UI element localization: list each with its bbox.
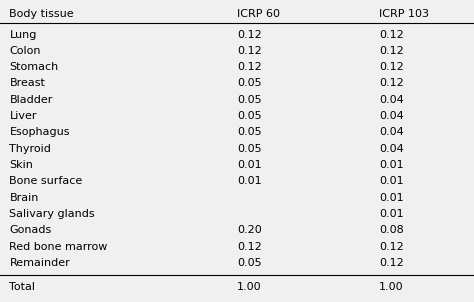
Text: 0.12: 0.12 (237, 242, 262, 252)
Text: Body tissue: Body tissue (9, 9, 74, 19)
Text: 0.12: 0.12 (237, 30, 262, 40)
Text: 0.12: 0.12 (379, 30, 404, 40)
Text: 0.12: 0.12 (379, 242, 404, 252)
Text: 0.05: 0.05 (237, 258, 262, 268)
Text: Remainder: Remainder (9, 258, 70, 268)
Text: Salivary glands: Salivary glands (9, 209, 95, 219)
Text: Lung: Lung (9, 30, 37, 40)
Text: 0.05: 0.05 (237, 127, 262, 137)
Text: 0.01: 0.01 (379, 193, 404, 203)
Text: 0.01: 0.01 (237, 176, 262, 186)
Text: Colon: Colon (9, 46, 41, 56)
Text: 0.01: 0.01 (237, 160, 262, 170)
Text: Gonads: Gonads (9, 225, 52, 235)
Text: 0.05: 0.05 (237, 111, 262, 121)
Text: 0.04: 0.04 (379, 111, 404, 121)
Text: 0.01: 0.01 (379, 209, 404, 219)
Text: 0.12: 0.12 (237, 62, 262, 72)
Text: 0.08: 0.08 (379, 225, 404, 235)
Text: Red bone marrow: Red bone marrow (9, 242, 108, 252)
Text: 0.12: 0.12 (379, 62, 404, 72)
Text: 0.12: 0.12 (379, 258, 404, 268)
Text: ICRP 60: ICRP 60 (237, 9, 280, 19)
Text: 0.12: 0.12 (237, 46, 262, 56)
Text: 0.01: 0.01 (379, 176, 404, 186)
Text: 1.00: 1.00 (379, 282, 404, 292)
Text: 0.12: 0.12 (379, 46, 404, 56)
Text: Brain: Brain (9, 193, 39, 203)
Text: 0.12: 0.12 (379, 79, 404, 88)
Text: Skin: Skin (9, 160, 33, 170)
Text: Liver: Liver (9, 111, 37, 121)
Text: ICRP 103: ICRP 103 (379, 9, 429, 19)
Text: 0.05: 0.05 (237, 144, 262, 154)
Text: 0.04: 0.04 (379, 144, 404, 154)
Text: Bladder: Bladder (9, 95, 53, 105)
Text: 1.00: 1.00 (237, 282, 262, 292)
Text: 0.05: 0.05 (237, 95, 262, 105)
Text: Breast: Breast (9, 79, 46, 88)
Text: 0.04: 0.04 (379, 127, 404, 137)
Text: Total: Total (9, 282, 36, 292)
Text: Stomach: Stomach (9, 62, 59, 72)
Text: Thyroid: Thyroid (9, 144, 51, 154)
Text: Bone surface: Bone surface (9, 176, 83, 186)
Text: Esophagus: Esophagus (9, 127, 70, 137)
Text: 0.05: 0.05 (237, 79, 262, 88)
Text: 0.20: 0.20 (237, 225, 262, 235)
Text: 0.04: 0.04 (379, 95, 404, 105)
Text: 0.01: 0.01 (379, 160, 404, 170)
